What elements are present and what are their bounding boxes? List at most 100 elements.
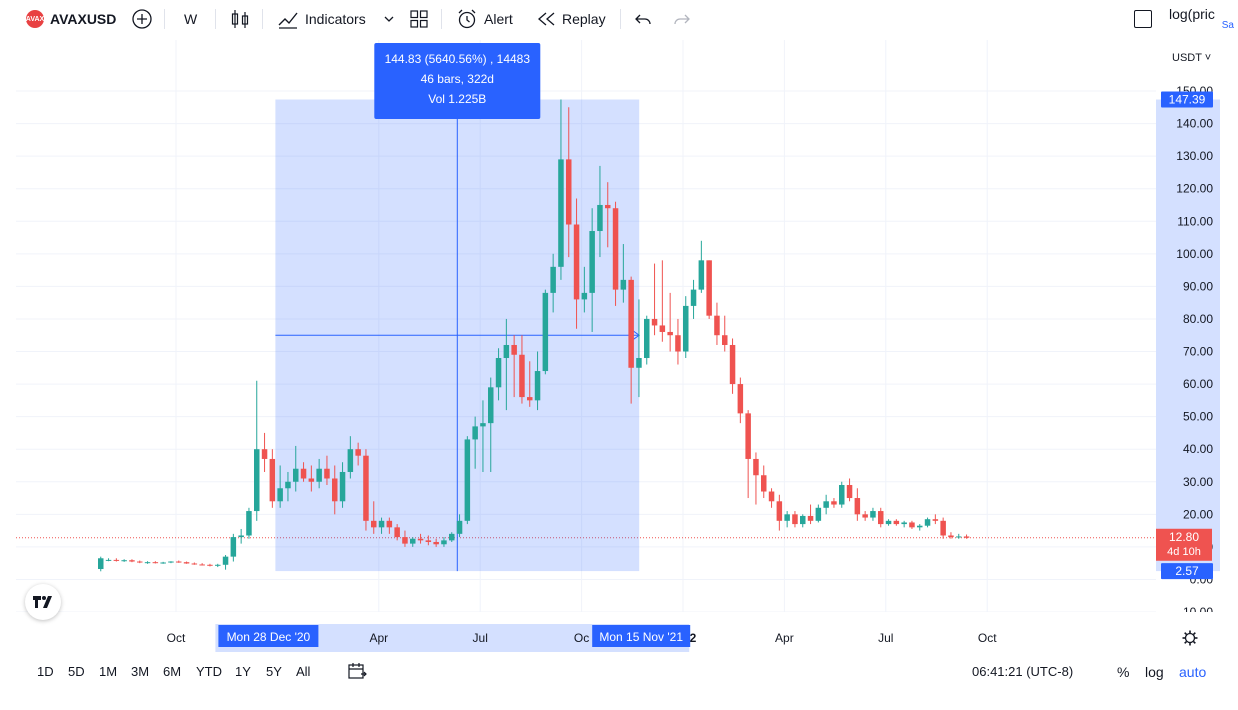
time-tick-label: Oc: [574, 631, 589, 645]
candle-body: [293, 468, 299, 482]
range-end-date-label: Mon 15 Nov '21: [599, 630, 683, 644]
candle-body: [464, 439, 471, 521]
candle: [105, 558, 112, 562]
candle-body: [246, 511, 252, 536]
compare-button[interactable]: [131, 0, 153, 38]
candle-body: [300, 468, 307, 479]
candle: [433, 538, 439, 547]
range-button-1m[interactable]: 1M: [99, 664, 118, 679]
layout-button[interactable]: [409, 0, 429, 38]
candle-body: [550, 266, 556, 293]
date-price-range-selection[interactable]: [275, 99, 641, 572]
chart-settings-icon[interactable]: [1182, 630, 1198, 646]
range-button-all[interactable]: All: [296, 664, 311, 679]
price-chart[interactable]: 144.83 (5640.56%) , 14483 46 bars, 322d Vo…: [16, 40, 1220, 652]
candle: [168, 561, 174, 564]
candle-body: [402, 537, 408, 544]
alert-button[interactable]: Alert: [456, 0, 513, 38]
range-button-5d[interactable]: 5D: [68, 664, 85, 679]
currency-label[interactable]: USDT ˅: [1172, 52, 1211, 64]
candle: [176, 560, 182, 563]
candle: [238, 528, 244, 544]
candle: [612, 201, 619, 306]
candles-icon: [231, 10, 249, 28]
candle: [675, 318, 681, 365]
undo-button[interactable]: [634, 0, 652, 38]
candle: [144, 561, 151, 564]
replay-button[interactable]: Replay: [537, 0, 606, 38]
candle-body: [909, 522, 915, 528]
candle-body: [129, 560, 135, 562]
candle: [316, 458, 322, 489]
range-button-1y[interactable]: 1Y: [235, 664, 251, 679]
range-button-6m[interactable]: 6M: [163, 664, 182, 679]
candle-body: [901, 522, 907, 525]
log-scale-checkbox[interactable]: [1134, 0, 1152, 38]
time-tick-label: Apr: [775, 631, 794, 645]
candle-body: [776, 501, 783, 521]
price-tick-label: 60.00: [1183, 377, 1213, 391]
indicators-button[interactable]: Indicators: [277, 0, 366, 38]
candle-body: [152, 562, 159, 564]
candle-body: [355, 449, 361, 456]
candle-body: [722, 335, 728, 345]
candle: [659, 260, 666, 342]
candle-body: [363, 455, 369, 521]
candle: [215, 563, 221, 568]
candle-body: [714, 315, 720, 336]
range-start-date-label: Mon 28 Dec '20: [227, 630, 311, 644]
auto-scale-button[interactable]: auto: [1179, 664, 1207, 680]
candle-body: [269, 458, 276, 502]
symbol-selector[interactable]: AVAX AVAXUSD: [26, 0, 116, 38]
candle: [410, 537, 416, 547]
candle-body: [948, 535, 954, 538]
candle: [519, 335, 525, 404]
range-end-date-label-bg: [592, 625, 691, 647]
log-scale-option[interactable]: log(pric Sa: [1169, 6, 1238, 31]
range-button-5y[interactable]: 5Y: [266, 664, 282, 679]
candle-body: [745, 413, 751, 459]
price-tick-label: 130.00: [1176, 149, 1213, 163]
interval-selector[interactable]: W: [184, 0, 197, 38]
candle: [308, 465, 315, 492]
redo-button[interactable]: [673, 0, 691, 38]
candle-body: [893, 520, 900, 525]
candle-body: [433, 541, 439, 545]
range-button-3m[interactable]: 3M: [131, 664, 150, 679]
measurement-line-2: 46 bars, 322d: [421, 72, 494, 86]
go-to-date-button[interactable]: [347, 662, 367, 685]
alarm-clock-icon: [458, 9, 476, 29]
candle-body: [168, 561, 174, 563]
chart-type-button[interactable]: [230, 0, 250, 38]
candle-body: [316, 468, 322, 482]
candle-body: [371, 520, 377, 528]
candle: [332, 465, 338, 515]
candle-body: [339, 471, 346, 502]
candle: [347, 436, 354, 479]
candle: [924, 517, 931, 528]
candle-body: [620, 279, 627, 290]
candle-body: [815, 507, 822, 521]
candle-body: [347, 449, 354, 472]
clock-timezone[interactable]: 06:41:21 (UTC-8): [972, 664, 1074, 679]
candle-body: [854, 498, 861, 515]
tradingview-logo[interactable]: [25, 584, 61, 620]
candle-body: [667, 331, 673, 336]
candle-body: [807, 515, 814, 521]
candle: [293, 445, 299, 492]
percent-scale-button[interactable]: %: [1117, 664, 1130, 680]
candle-body: [394, 527, 400, 538]
candle: [948, 532, 954, 539]
range-button-1d[interactable]: 1D: [37, 664, 54, 679]
gear-icon-tooth: [1192, 632, 1196, 636]
candle-body: [222, 556, 229, 565]
candle-body: [144, 562, 151, 564]
candle: [207, 563, 213, 567]
range-button-ytd[interactable]: YTD: [196, 664, 222, 679]
candle-body: [566, 159, 572, 225]
interval-label: W: [184, 11, 198, 27]
log-scale-button[interactable]: log: [1145, 664, 1164, 680]
candle: [129, 559, 135, 563]
candle: [963, 534, 970, 539]
indicators-dropdown[interactable]: [383, 0, 395, 38]
